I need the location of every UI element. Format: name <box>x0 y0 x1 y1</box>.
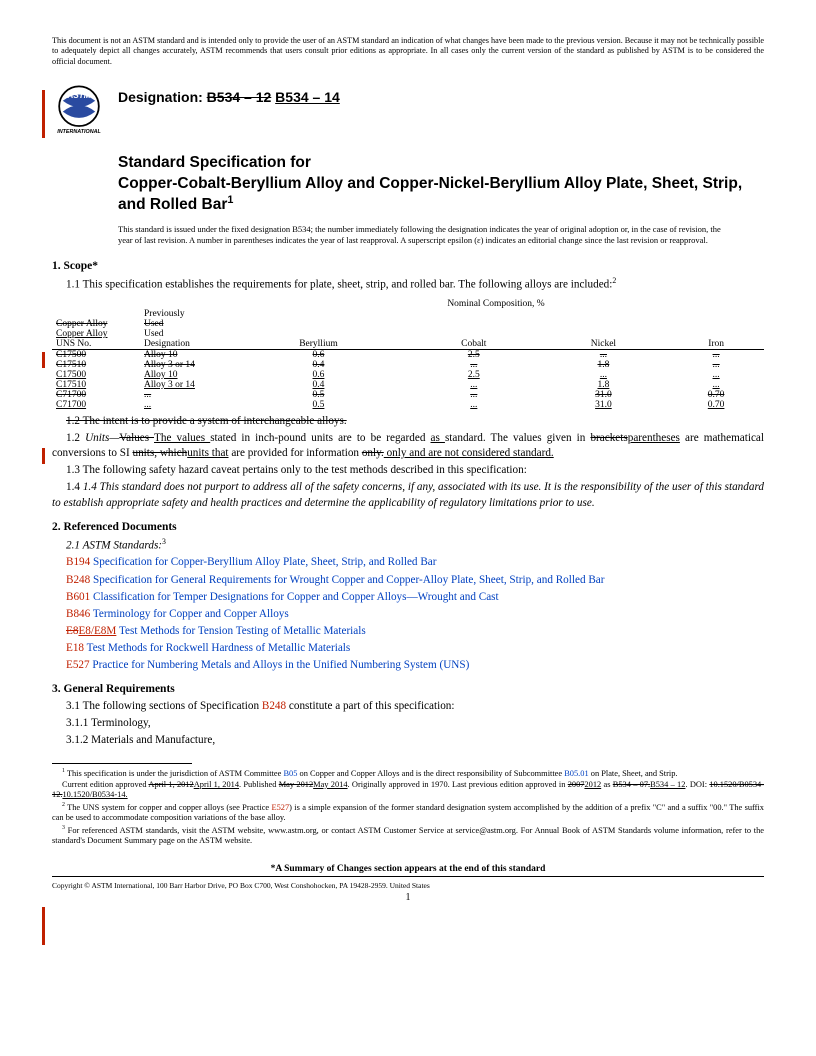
para-1-4: 1.4 1.4 This standard does not purport t… <box>52 480 764 510</box>
table-cell: 0.4 <box>228 360 409 370</box>
table-cell: Alloy 10 <box>140 370 228 380</box>
summary-note: *A Summary of Changes section appears at… <box>52 864 764 874</box>
table-cell: Alloy 3 or 14 <box>140 360 228 370</box>
para-3-1: 3.1 The following sections of Specificat… <box>52 699 764 714</box>
ref-item: B248 Specification for General Requireme… <box>66 573 764 588</box>
top-disclaimer: This document is not an ASTM standard an… <box>52 36 764 67</box>
table-cell: ... <box>409 390 539 400</box>
change-bar <box>42 448 45 464</box>
table-cell: Alloy 10 <box>140 349 228 360</box>
ref-e18: E18 Test Methods for Rockwell Hardness o… <box>66 641 764 656</box>
table-cell: ... <box>668 360 764 370</box>
table-cell: ... <box>668 370 764 380</box>
table-cell: ... <box>668 380 764 390</box>
table-cell: 2.5 <box>409 370 539 380</box>
table-cell: ... <box>140 390 228 400</box>
ref-item: B846 Terminology for Copper and Copper A… <box>66 607 764 622</box>
ref-e527: E527 Practice for Numbering Metals and A… <box>66 658 764 673</box>
change-bar <box>42 90 45 138</box>
section-1-head: 1. Scope* <box>52 260 764 272</box>
title-block: Standard Specification for Copper-Cobalt… <box>118 153 764 214</box>
table-cell: 2.5 <box>409 349 539 360</box>
para-1-3: 1.3 The following safety hazard caveat p… <box>52 463 764 478</box>
astm-logo: ASTM INTERNATIONAL <box>52 81 106 135</box>
para-3-1-1: 3.1.1 Terminology, <box>66 716 764 731</box>
table-cell: ... <box>409 380 539 390</box>
section-3-head: 3. General Requirements <box>52 683 764 695</box>
table-cell: Alloy 3 or 14 <box>140 380 228 390</box>
para-1-1: 1.1 This specification establishes the r… <box>52 276 764 293</box>
table-cell: C71700 <box>52 390 140 400</box>
para-3-1-2: 3.1.2 Materials and Manufacture, <box>66 733 764 748</box>
table-cell: 1.8 <box>539 360 669 370</box>
table-cell: 0.70 <box>668 400 764 410</box>
footnote-2: 2 The UNS system for copper and copper a… <box>52 802 764 824</box>
title-line-1: Standard Specification for <box>118 153 764 172</box>
title-line-2: Copper-Cobalt-Beryllium Alloy and Copper… <box>118 174 764 214</box>
table-cell: ... <box>409 400 539 410</box>
table-cell: 0.6 <box>228 370 409 380</box>
svg-text:ASTM: ASTM <box>67 91 91 100</box>
section-2-head: 2. Referenced Documents <box>52 521 764 533</box>
ref-item: B194 Specification for Copper-Beryllium … <box>66 555 764 570</box>
table-cell: ... <box>409 360 539 370</box>
table-cell: C71700 <box>52 400 140 410</box>
table-cell: ... <box>539 349 669 360</box>
alloy-table: Nominal Composition, % Previously Copper… <box>52 299 764 410</box>
change-bar <box>42 352 45 368</box>
table-cell: C17500 <box>52 349 140 360</box>
change-bar <box>42 907 45 945</box>
ref-item: B601 Classification for Temper Designati… <box>66 590 764 605</box>
table-cell: ... <box>539 370 669 380</box>
table-cell: 1.8 <box>539 380 669 390</box>
table-cell: 31.0 <box>539 390 669 400</box>
footnote-1b: Current edition approved April 1, 2012Ap… <box>52 780 764 801</box>
designation-line: Designation: B534 – 12 B534 – 14 <box>118 81 340 105</box>
para-1-2-strike: 1.2 The intent is to provide a system of… <box>52 414 764 429</box>
footnote-3: 3 For referenced ASTM standards, visit t… <box>52 825 764 847</box>
table-cell: 0.4 <box>228 380 409 390</box>
footnote-rule <box>52 763 192 764</box>
issuance-note: This standard is issued under the fixed … <box>118 224 764 246</box>
svg-text:INTERNATIONAL: INTERNATIONAL <box>57 129 101 135</box>
copyright: Copyright © ASTM International, 100 Barr… <box>52 881 764 890</box>
ref-e8: E8E8/E8M Test Methods for Tension Testin… <box>66 624 764 639</box>
table-cell: ... <box>668 349 764 360</box>
para-1-2: 1.2 Units—Values The values stated in in… <box>52 431 764 461</box>
table-cell: 31.0 <box>539 400 669 410</box>
table-cell: C17510 <box>52 380 140 390</box>
table-cell: 0.6 <box>228 349 409 360</box>
table-cell: C17510 <box>52 360 140 370</box>
table-cell: 0.70 <box>668 390 764 400</box>
table-cell: C17500 <box>52 370 140 380</box>
table-cell: 0.5 <box>228 400 409 410</box>
page-number: 1 <box>52 892 764 903</box>
table-cell: 0.5 <box>228 390 409 400</box>
table-cell: ... <box>140 400 228 410</box>
para-2-1: 2.1 ASTM Standards:3 <box>52 537 764 554</box>
footnote-1: 1 This specification is under the jurisd… <box>52 768 764 779</box>
header-row: ASTM INTERNATIONAL Designation: B534 – 1… <box>52 81 764 135</box>
